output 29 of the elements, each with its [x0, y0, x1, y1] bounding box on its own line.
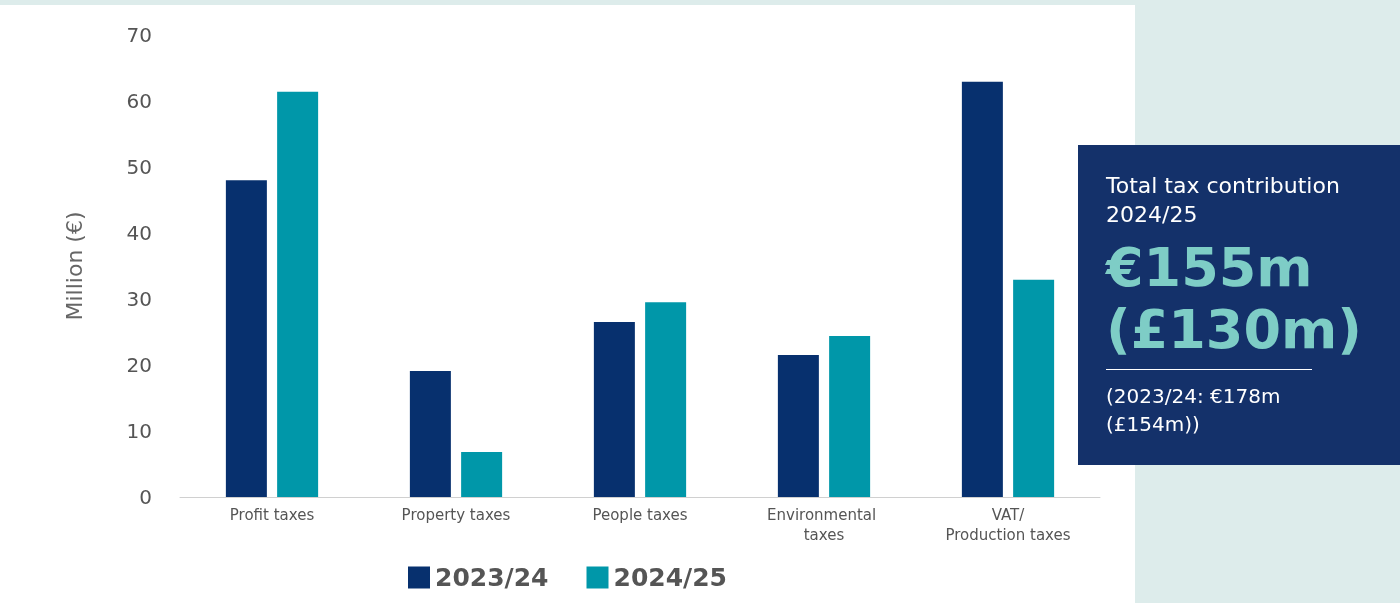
legend-label: 2023/24 — [435, 563, 549, 592]
x-tick-label: Property taxes — [401, 506, 511, 524]
text: Total tax contribution 2024/25 — [1106, 172, 1341, 229]
y-axis-title: Million (€) — [61, 211, 87, 321]
y-tick-label: 0 — [139, 485, 152, 509]
x-tick-label: People taxes — [592, 506, 688, 524]
y-tick-label: 70 — [126, 23, 152, 47]
bar — [277, 91, 319, 497]
x-tick-label: Profit taxes — [229, 506, 315, 524]
y-tick-label: 40 — [126, 221, 152, 245]
y-tick-label: 10 — [126, 419, 152, 443]
text: €155m (£130m) — [1106, 236, 1363, 361]
bar — [409, 370, 451, 497]
text: (2023/24: €178m (£154m)) — [1106, 383, 1282, 438]
x-tick-label: Environmental taxes — [767, 506, 881, 544]
bar — [829, 335, 871, 497]
bar — [1013, 279, 1055, 497]
bar — [777, 355, 819, 497]
y-tick-label: 20 — [126, 353, 152, 377]
bar — [593, 322, 635, 497]
y-tick-label: 30 — [126, 287, 152, 311]
y-tick-label: 60 — [126, 89, 152, 113]
bar — [225, 180, 267, 497]
legend-label: 2024/25 — [613, 563, 728, 592]
y-tick-label: 50 — [126, 155, 152, 179]
bar — [961, 81, 1003, 497]
bar — [645, 302, 687, 497]
x-tick-label: VAT/ Production taxes — [945, 506, 1071, 544]
bar — [461, 452, 503, 497]
